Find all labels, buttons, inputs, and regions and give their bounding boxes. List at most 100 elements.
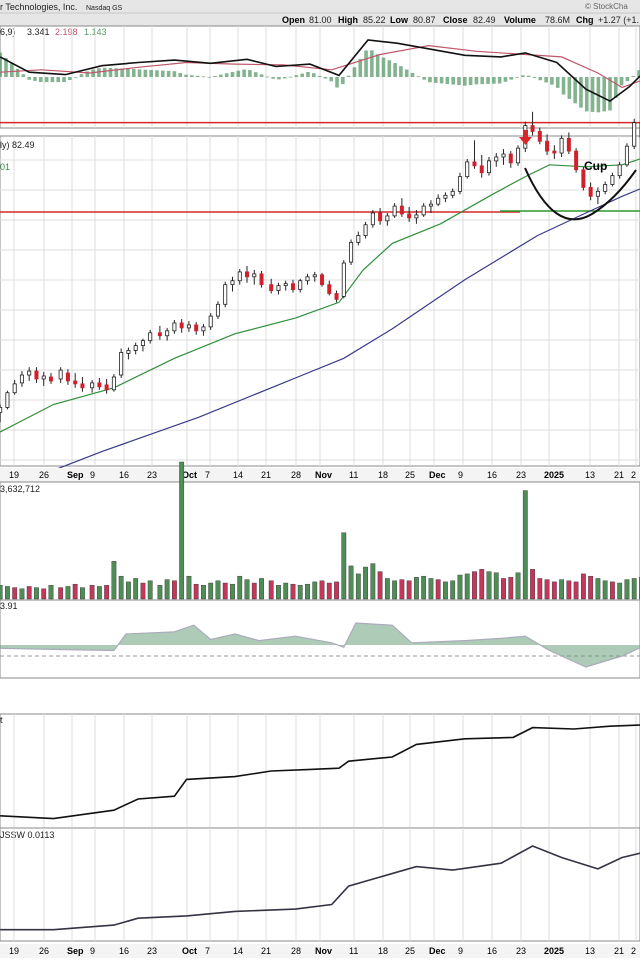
volume-bar xyxy=(573,581,579,600)
macd-histogram-bar xyxy=(550,77,554,85)
candlesticks xyxy=(0,111,640,423)
macd-histogram-bar xyxy=(224,73,229,77)
x-tick-label: 9 xyxy=(458,946,463,956)
volume-bar xyxy=(290,583,296,600)
volume-bar xyxy=(215,580,221,600)
macd-histogram-bar xyxy=(207,76,212,78)
candle xyxy=(581,166,586,191)
macd-panel: 6,9) 3.341 2.198 1.143 xyxy=(0,25,640,129)
axis-background xyxy=(0,944,640,958)
volume-bar xyxy=(334,581,339,600)
candle xyxy=(65,369,70,385)
macd-histogram-bar xyxy=(428,77,432,83)
rel-line xyxy=(0,845,640,931)
candle xyxy=(399,198,404,217)
volume-bar xyxy=(501,578,506,600)
candle-body xyxy=(327,284,332,294)
x-tick-label: 23 xyxy=(516,946,526,956)
macd-histogram-bar xyxy=(126,68,130,77)
volume-bar xyxy=(305,583,310,600)
low-label: Low xyxy=(390,15,409,25)
macd-histogram-bar xyxy=(288,76,293,78)
macd-params: 6,9) xyxy=(0,27,16,37)
candle xyxy=(494,153,499,167)
macd-histogram-bar xyxy=(608,77,612,111)
macd-histogram-bar xyxy=(457,77,461,86)
macd-histogram-bar xyxy=(416,76,421,78)
macd-histogram-bar xyxy=(160,70,165,77)
candle xyxy=(34,367,39,383)
oscillator-fill xyxy=(0,623,640,667)
macd-histogram-bar xyxy=(44,77,49,83)
macd-histogram-bar xyxy=(0,52,2,77)
volume-bar xyxy=(515,572,521,600)
macd-histogram-bar xyxy=(375,54,380,77)
candle xyxy=(119,348,124,378)
macd-histogram-bar xyxy=(381,57,386,77)
oscillator-legend: 3.91 xyxy=(0,601,18,611)
volume-bar xyxy=(602,580,608,600)
macd-histogram-bar xyxy=(521,75,525,77)
x-tick-label: 2025 xyxy=(544,470,564,480)
candle-body xyxy=(208,315,213,328)
candle xyxy=(148,329,153,344)
candle-body xyxy=(269,284,274,291)
candle xyxy=(165,327,170,341)
candle xyxy=(73,373,78,388)
candle-body xyxy=(603,184,608,192)
macd-histogram-bar xyxy=(364,50,368,77)
candle-body xyxy=(80,383,85,389)
candle-body xyxy=(508,153,513,164)
candle-body xyxy=(414,214,419,219)
candle-body xyxy=(290,283,295,290)
volume-bar xyxy=(435,579,441,600)
macd-histogram-bar xyxy=(114,68,119,77)
candle xyxy=(392,203,397,218)
candle xyxy=(414,210,419,224)
x-tick-label: 18 xyxy=(378,470,388,480)
macd-histogram-bar xyxy=(433,77,438,83)
macd-histogram-bar xyxy=(143,69,148,77)
candle xyxy=(12,379,17,395)
candle-body xyxy=(465,161,470,178)
candle-body xyxy=(428,203,433,207)
candle-body xyxy=(457,176,462,192)
exchange-label: Nasdaq GS xyxy=(86,5,123,12)
candle xyxy=(283,280,288,291)
macd-histogram-bar xyxy=(480,77,485,85)
macd-histogram-bar xyxy=(62,77,66,83)
volume-bar xyxy=(297,585,303,600)
volume-bar xyxy=(414,577,419,600)
macd-histogram-bar xyxy=(341,77,345,85)
candle-body xyxy=(334,293,339,300)
macd-histogram-bar xyxy=(637,70,640,77)
candle-body xyxy=(436,197,441,205)
macd-histogram-bar xyxy=(120,68,124,77)
macd-histogram-bar xyxy=(253,72,258,77)
macd-histogram-bar xyxy=(4,57,8,77)
candle xyxy=(334,290,339,303)
candle-body xyxy=(5,392,10,408)
macd-histogram-bar xyxy=(358,58,363,77)
candle-body xyxy=(73,380,78,385)
macd-histogram-bar xyxy=(532,77,537,78)
candle-body xyxy=(194,324,199,332)
macd-histogram-bar xyxy=(15,68,20,77)
candle-body xyxy=(104,384,109,391)
x-tick-label: 14 xyxy=(233,946,243,956)
volume-bar xyxy=(140,582,146,600)
candle xyxy=(370,210,375,228)
volume-bar xyxy=(244,579,250,600)
macd-line xyxy=(0,39,640,103)
macd-histogram-bar xyxy=(50,77,55,83)
macd-histogram-bar xyxy=(39,77,43,83)
volume-bar xyxy=(493,572,499,600)
candle xyxy=(537,127,542,145)
macd-histogram-bar xyxy=(311,73,316,77)
x-tick-label: 19 xyxy=(9,946,19,956)
macd-histogram-bar xyxy=(451,77,455,85)
macd-histogram-bar xyxy=(108,68,113,77)
volume-bar xyxy=(26,586,32,600)
x-tick-label: 11 xyxy=(349,470,358,480)
